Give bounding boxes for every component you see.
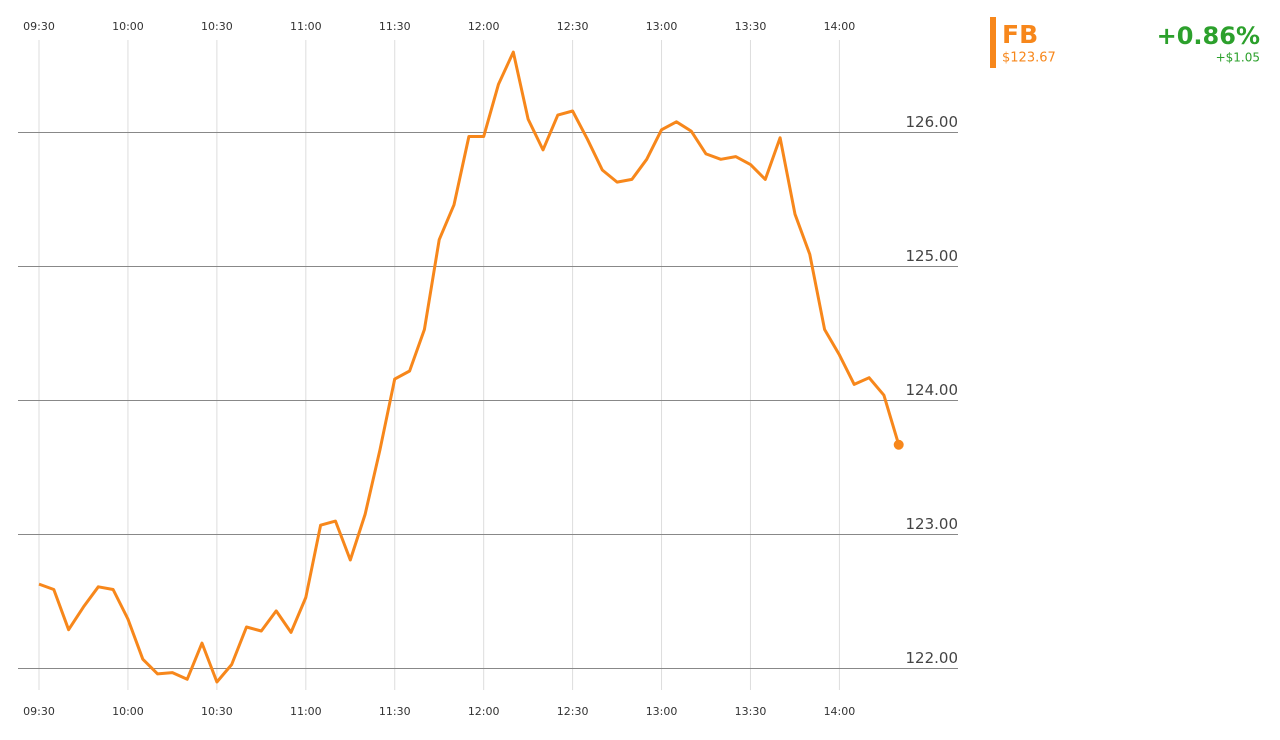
y-tick-label: 124.00 [906, 381, 959, 399]
x-tick-label: 09:30 [23, 705, 55, 718]
symbol-bar [990, 17, 996, 68]
x-tick-label: 12:30 [557, 705, 589, 718]
x-tick-label: 10:30 [201, 705, 233, 718]
x-tick-label-top: 13:30 [735, 20, 767, 33]
y-tick-label: 125.00 [906, 247, 959, 265]
x-tick-label-top: 13:00 [646, 20, 678, 33]
x-tick-label-top: 12:30 [557, 20, 589, 33]
x-tick-label-top: 10:00 [112, 20, 144, 33]
y-tick-label: 123.00 [906, 515, 959, 533]
price: $123.67 [1002, 51, 1056, 66]
y-tick-label: 126.00 [906, 113, 959, 131]
x-tick-label-top: 11:00 [290, 20, 322, 33]
x-tick-label-top: 11:30 [379, 20, 411, 33]
last-point [893, 439, 904, 450]
price-line [38, 50, 901, 684]
change: +$1.05 [1216, 51, 1260, 65]
x-tick-label: 11:30 [379, 705, 411, 718]
x-tick-label: 14:00 [824, 705, 856, 718]
x-tick-label: 13:30 [735, 705, 767, 718]
x-tick-label: 13:00 [646, 705, 678, 718]
x-tick-label-top: 14:00 [824, 20, 856, 33]
x-tick-label-top: 09:30 [23, 20, 55, 33]
x-tick-label-top: 10:30 [201, 20, 233, 33]
y-tick-label: 122.00 [906, 649, 959, 667]
x-tick-label: 12:00 [468, 705, 500, 718]
change-percent: +0.86% [1157, 22, 1260, 50]
x-tick-label: 10:00 [112, 705, 144, 718]
symbol: FB [1002, 20, 1038, 49]
x-tick-label-top: 12:00 [468, 20, 500, 33]
x-tick-label: 11:00 [290, 705, 322, 718]
